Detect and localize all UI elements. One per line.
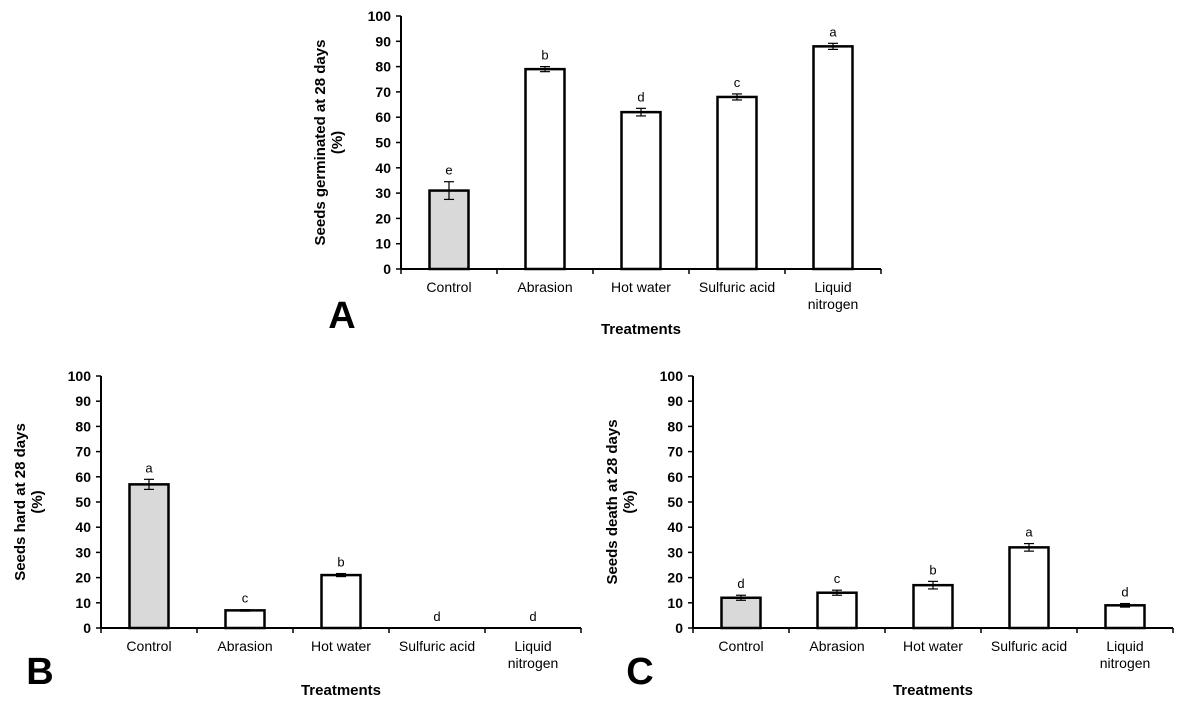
- x-tick-label: Hot water: [311, 638, 371, 654]
- y-tick-label: 100: [68, 368, 92, 384]
- y-tick-label: 70: [75, 444, 91, 460]
- y-tick-label: 90: [375, 33, 391, 49]
- y-tick-label: 90: [667, 393, 683, 409]
- y-tick-label: 90: [75, 393, 91, 409]
- y-tick-label: 70: [667, 444, 683, 460]
- significance-letter: b: [929, 562, 936, 577]
- y-tick-label: 40: [667, 519, 683, 535]
- significance-letter: d: [433, 609, 440, 624]
- y-tick-label: 50: [667, 494, 683, 510]
- y-axis-label: Seeds germinated at 28 days: [312, 40, 329, 246]
- x-tick-label: Abrasion: [809, 638, 864, 654]
- bar: [720, 596, 762, 630]
- y-tick-label: 100: [368, 8, 392, 24]
- y-tick-label: 60: [667, 469, 683, 485]
- bar: [320, 573, 362, 630]
- x-tick-label: Control: [426, 279, 471, 295]
- y-axis-label: Seeds death at 28 days: [604, 419, 621, 584]
- bar: [716, 95, 758, 271]
- y-tick-label: 60: [375, 109, 391, 125]
- y-tick-label: 20: [375, 210, 391, 226]
- bar: [128, 483, 170, 630]
- x-tick-label: Hot water: [611, 279, 671, 295]
- y-tick-label: 10: [75, 595, 91, 611]
- x-tick-label: Liquid: [1106, 638, 1143, 654]
- panel-label: B: [26, 651, 53, 693]
- significance-letter: d: [737, 576, 744, 591]
- x-tick-label: Hot water: [903, 638, 963, 654]
- x-tick-label: Liquid: [814, 279, 851, 295]
- y-tick-label: 20: [667, 570, 683, 586]
- bar: [912, 583, 954, 630]
- y-tick-label: 40: [375, 160, 391, 176]
- significance-letter: b: [541, 48, 548, 63]
- y-tick-label: 70: [375, 84, 391, 100]
- x-tick-label: Control: [126, 638, 171, 654]
- significance-letter: c: [242, 591, 249, 606]
- bar: [1008, 546, 1050, 630]
- y-tick-label: 10: [667, 595, 683, 611]
- x-tick-label: Control: [718, 638, 763, 654]
- x-tick-label: Abrasion: [517, 279, 572, 295]
- y-tick-label: 80: [667, 418, 683, 434]
- y-tick-label: 50: [75, 494, 91, 510]
- significance-letter: c: [834, 571, 841, 586]
- x-tick-label: Sulfuric acid: [991, 638, 1067, 654]
- y-tick-label: 80: [75, 418, 91, 434]
- y-axis-label: (%): [329, 131, 346, 154]
- bar: [816, 591, 858, 630]
- x-axis-label: Treatments: [601, 321, 681, 338]
- bar: [812, 45, 854, 271]
- y-tick-label: 30: [75, 544, 91, 560]
- y-tick-label: 30: [375, 185, 391, 201]
- y-tick-label: 0: [83, 620, 91, 636]
- y-tick-label: 40: [75, 519, 91, 535]
- y-tick-label: 50: [375, 135, 391, 151]
- y-axis-label: Seeds hard at 28 days: [12, 423, 29, 581]
- y-tick-label: 80: [375, 59, 391, 75]
- x-tick-label: nitrogen: [1100, 655, 1151, 671]
- y-tick-label: 0: [675, 620, 683, 636]
- bar: [428, 189, 470, 271]
- x-tick-label: nitrogen: [808, 296, 859, 312]
- x-axis-label: Treatments: [893, 682, 973, 699]
- x-tick-label: nitrogen: [508, 655, 559, 671]
- significance-letter: d: [1121, 585, 1128, 600]
- y-tick-label: 30: [667, 544, 683, 560]
- significance-letter: e: [445, 163, 452, 178]
- y-tick-label: 100: [660, 368, 684, 384]
- y-tick-label: 20: [75, 570, 91, 586]
- bar: [224, 609, 266, 630]
- panel-label: C: [626, 651, 653, 693]
- y-tick-label: 10: [375, 236, 391, 252]
- y-axis-label: (%): [621, 490, 638, 513]
- y-tick-label: 60: [75, 469, 91, 485]
- bar: [620, 110, 662, 271]
- significance-letter: c: [734, 75, 741, 90]
- significance-letter: a: [1025, 525, 1033, 540]
- x-tick-label: Liquid: [514, 638, 551, 654]
- significance-letter: d: [637, 89, 644, 104]
- significance-letter: a: [829, 24, 837, 39]
- significance-letter: b: [337, 555, 344, 570]
- significance-letter: a: [145, 460, 153, 475]
- bar: [1104, 604, 1146, 630]
- x-tick-label: Abrasion: [217, 638, 272, 654]
- panel-label: A: [328, 295, 355, 337]
- y-axis-label: (%): [29, 490, 46, 513]
- bar: [524, 67, 566, 271]
- y-tick-label: 0: [383, 261, 391, 277]
- x-axis-label: Treatments: [301, 682, 381, 699]
- significance-letter: d: [529, 609, 536, 624]
- x-tick-label: Sulfuric acid: [699, 279, 775, 295]
- x-tick-label: Sulfuric acid: [399, 638, 475, 654]
